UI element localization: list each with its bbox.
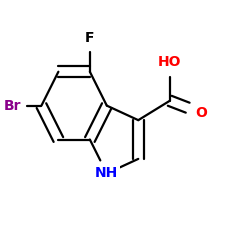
Text: HO: HO (158, 55, 182, 69)
Text: Br: Br (4, 99, 21, 113)
Text: F: F (85, 31, 94, 45)
Text: O: O (195, 106, 207, 120)
Text: NH: NH (95, 166, 118, 180)
